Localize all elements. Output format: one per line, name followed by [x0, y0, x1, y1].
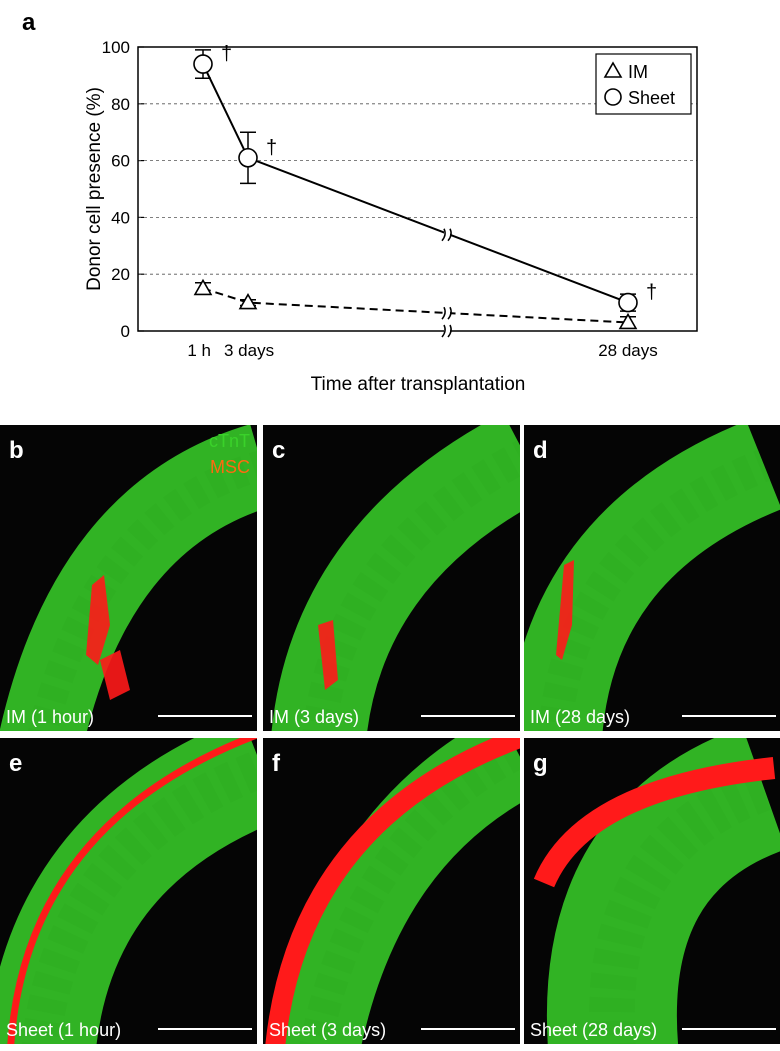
plot-frame	[137, 46, 698, 332]
tissue-inner	[538, 449, 771, 731]
x-tick-label: 28 days	[598, 341, 658, 360]
legend-marker	[603, 61, 623, 78]
micrograph-image	[524, 425, 780, 731]
marker	[238, 292, 258, 310]
y-tick-label: 40	[111, 208, 130, 227]
annotation: †	[646, 282, 657, 304]
tissue-inner	[299, 739, 520, 1044]
panel-letter: f	[272, 750, 281, 777]
micrograph: b IM (1 hour) cTnT MSC	[0, 425, 257, 731]
stain-label: MSC	[210, 457, 250, 477]
axis-break	[441, 324, 452, 338]
donor-cells	[100, 650, 130, 700]
micrograph-image	[524, 738, 780, 1044]
axis-break	[441, 228, 452, 242]
donor-cells	[86, 575, 110, 665]
legend-label: IM	[628, 62, 648, 82]
y-tick-label: 60	[111, 152, 130, 171]
marker	[193, 54, 213, 74]
break-gap	[444, 226, 450, 243]
micrograph-image	[263, 425, 520, 731]
micrograph-image	[0, 738, 257, 1044]
panel-letter: c	[272, 437, 285, 464]
tissue-inner	[28, 450, 257, 731]
micrograph: d IM (28 days)	[524, 425, 780, 731]
micrograph-image	[263, 738, 520, 1044]
micrograph: g Sheet (28 days)	[524, 738, 780, 1044]
tissue-inner	[589, 766, 772, 1044]
panel-letter: e	[9, 750, 22, 777]
panel-caption: Sheet (28 days)	[530, 1020, 657, 1040]
y-tick-label: 0	[121, 322, 130, 341]
x-tick-label: 3 days	[224, 341, 274, 360]
annotation: †	[221, 43, 232, 65]
panel-letter: b	[9, 437, 24, 464]
panel-caption: IM (28 days)	[530, 707, 630, 727]
y-tick-label: 80	[111, 95, 130, 114]
x-tick-label: 1 h	[187, 341, 211, 360]
panel-letter: a	[22, 9, 36, 36]
tissue-inner	[302, 440, 520, 731]
panel-letter: d	[533, 437, 548, 464]
panel-caption: IM (1 hour)	[6, 707, 94, 727]
break-gap	[444, 305, 450, 322]
x-axis-label: Time after transplantation	[311, 374, 526, 395]
break-gap	[444, 323, 450, 339]
series-line	[202, 63, 629, 304]
tissue-inner	[21, 750, 257, 1044]
panel-caption: Sheet (1 hour)	[6, 1020, 121, 1040]
marker	[193, 278, 213, 296]
donor-cells	[556, 560, 574, 660]
y-tick-label: 100	[102, 38, 130, 57]
panel-caption: IM (3 days)	[269, 707, 359, 727]
marker	[618, 312, 638, 330]
y-tick-label: 20	[111, 265, 130, 284]
cell-sheet	[533, 757, 776, 888]
donor-cells	[318, 620, 338, 690]
marker	[238, 147, 258, 168]
legend-label: Sheet	[628, 88, 675, 108]
cell-sheet	[7, 738, 257, 1044]
axis-break	[441, 306, 452, 320]
micrograph: c IM (3 days)	[263, 425, 520, 731]
micrograph: f Sheet (3 days)	[263, 738, 520, 1044]
y-axis-label: Donor cell presence (%)	[84, 87, 105, 291]
legend-marker	[604, 88, 622, 106]
marker	[618, 292, 638, 313]
cell-sheet	[265, 738, 520, 1044]
stain-label: cTnT	[209, 431, 250, 451]
series-line	[202, 287, 629, 324]
annotation: †	[266, 137, 277, 159]
panel-letter: g	[533, 750, 548, 777]
panel-caption: Sheet (3 days)	[269, 1020, 386, 1040]
micrograph-image	[0, 425, 257, 731]
micrograph: e Sheet (1 hour)	[0, 738, 257, 1044]
